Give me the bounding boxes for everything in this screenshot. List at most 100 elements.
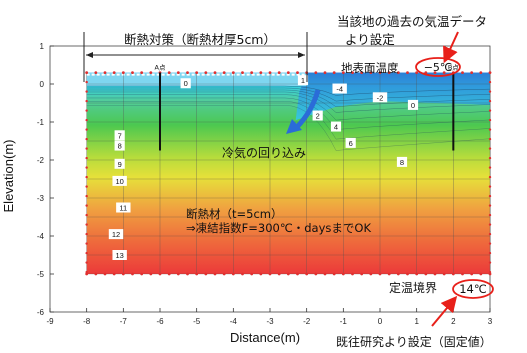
contour-label: 0 (184, 79, 188, 88)
x-tick-label: -8 (83, 317, 91, 326)
bottom-node (415, 272, 419, 276)
right-node (488, 204, 492, 207)
x-tick-label: -2 (303, 317, 311, 326)
left-node (85, 118, 88, 122)
bottom-node (204, 272, 208, 276)
bottom-node (479, 272, 483, 276)
top-node (140, 71, 144, 74)
insulation-note-line1: 断熱材（t=5cm） (186, 207, 283, 221)
contour-label-box (332, 83, 347, 94)
left-node (85, 147, 88, 150)
bottom-node (323, 272, 327, 276)
contour-label: 11 (119, 204, 127, 213)
bottom-node (396, 272, 400, 276)
bottom-node (195, 272, 199, 276)
right-node (488, 156, 492, 160)
right-node (488, 175, 492, 179)
temperature-field (86, 72, 491, 274)
x-tick-label: 2 (451, 317, 456, 326)
left-node (85, 204, 88, 207)
contour-line (86, 105, 491, 151)
left-node (85, 242, 88, 245)
x-tick-label: -3 (266, 317, 274, 326)
bottom-node (442, 272, 446, 276)
top-node (149, 71, 153, 74)
bottom-node (167, 272, 171, 276)
y-tick-label: -4 (37, 232, 45, 241)
y-tick-label: -6 (37, 308, 45, 317)
top-node (323, 71, 327, 74)
right-node (488, 90, 492, 93)
contour-label-box (116, 202, 131, 213)
top-node (204, 71, 208, 74)
contour-label: 6 (349, 139, 353, 148)
left-node (85, 137, 88, 141)
right-node (488, 194, 492, 198)
top-node (167, 71, 171, 74)
left-node (85, 156, 88, 160)
bottom-node (140, 272, 144, 276)
cold-air-arrow (294, 89, 321, 130)
y-tick-label: -2 (37, 156, 45, 165)
right-node (488, 232, 492, 236)
top-node (231, 71, 235, 74)
contour-label-box (114, 140, 125, 151)
right-node (488, 166, 492, 169)
bottom-node (451, 272, 455, 276)
left-node (85, 80, 88, 84)
right-node (488, 118, 492, 122)
contour-label-box (180, 78, 191, 89)
contour-labels: 0 1 -4 -2 0 2 4 6 7 8 8 9 10 11 12 13 (108, 75, 419, 260)
x-tick-label: -1 (340, 317, 348, 326)
y-axis-label: Elevation(m) (1, 140, 16, 213)
bottom-node (268, 272, 272, 276)
top-node (424, 71, 428, 74)
bottom-node (259, 272, 263, 276)
contour-label: 13 (115, 251, 123, 260)
bottom-node (424, 272, 428, 276)
right-node (488, 137, 492, 141)
bottom-node (277, 272, 281, 276)
bottom-node (351, 272, 354, 276)
bottom-node (241, 272, 244, 276)
bottom-node (85, 272, 89, 276)
left-node (85, 175, 88, 179)
left-node (85, 90, 88, 93)
right-node (488, 109, 492, 112)
bottom-node (149, 272, 153, 276)
top-node (121, 71, 125, 74)
top-node (222, 71, 226, 74)
top-node (433, 71, 437, 74)
top-node (186, 71, 189, 74)
x-tick-label: -4 (230, 317, 238, 326)
right-node (488, 213, 492, 217)
contour-label-box (372, 92, 388, 103)
left-node (85, 232, 88, 236)
y-tick-label: 1 (40, 42, 45, 51)
past-temp-note-line1: 当該地の過去の気温データ (337, 14, 487, 29)
top-node (241, 71, 244, 74)
y-tick-label: 0 (40, 80, 45, 89)
bottom-node (461, 272, 464, 276)
past-temp-note-line2: より設定 (345, 32, 395, 47)
x-tick-label: -7 (120, 317, 128, 326)
surface-temp-label: 地表面温度 (341, 61, 399, 75)
contour-lines (86, 85, 491, 151)
right-node (488, 71, 492, 74)
surface-temp-value: −5℃ (424, 61, 453, 74)
y-tick-label: -5 (37, 270, 45, 279)
top-node (470, 71, 474, 74)
bottom-node (231, 272, 235, 276)
bottom-node (213, 272, 217, 276)
contour-label: 2 (316, 112, 320, 121)
contour-line (86, 89, 491, 108)
right-node (488, 270, 492, 274)
top-node (94, 71, 98, 74)
x-tick-label: 0 (378, 317, 383, 326)
bottom-node (94, 272, 98, 276)
top-node (103, 71, 107, 74)
insulation-span-bracket (83, 32, 308, 82)
top-node (378, 71, 382, 74)
bottom-node (470, 272, 474, 276)
